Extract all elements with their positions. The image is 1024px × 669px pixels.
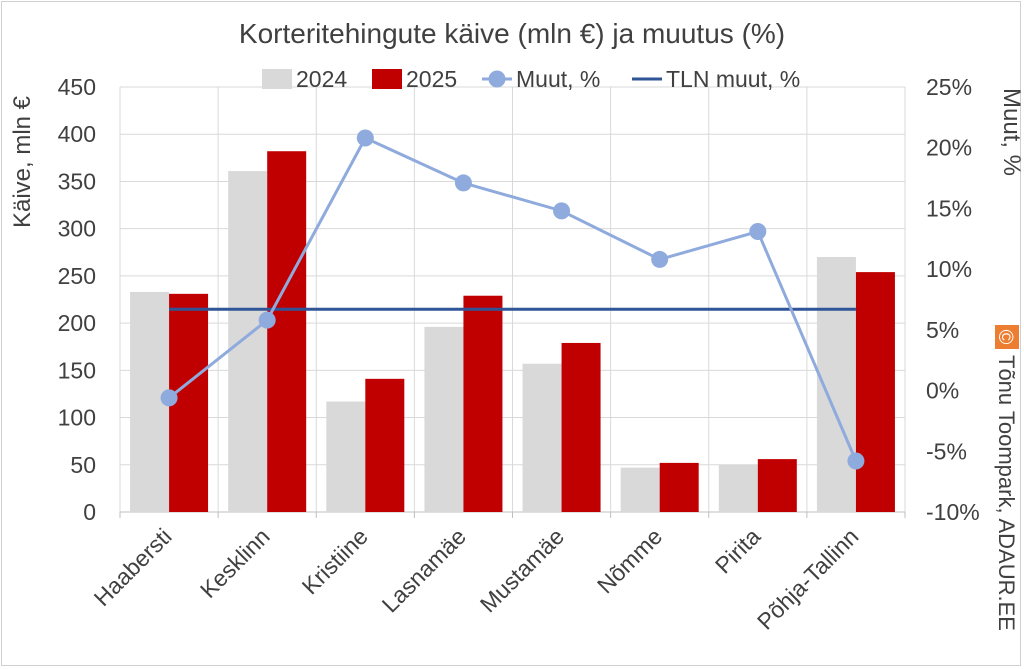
bar-2025 [365,378,405,512]
y-tick-label: 400 [58,121,96,147]
x-tick-label: Kesklinn [195,523,275,603]
y2-axis-title: Muut, % [998,88,1024,176]
watermark-copyright-symbol: © [994,330,1016,345]
point-muut [749,223,767,240]
y-tick-label: 150 [58,357,96,383]
watermark-copyright-box [995,325,1019,349]
point-muut [847,452,865,470]
y-tick-label: 350 [58,168,96,194]
point-muut [553,202,571,220]
legend-swatch-2024 [262,69,292,89]
x-tick-label: Kristiine [297,523,373,599]
y-tick-label: 200 [58,310,96,336]
bar-2025 [267,151,307,512]
bar-2025 [561,342,601,512]
bar-2024 [228,171,268,513]
x-tick-label: Nõmme [592,523,667,598]
x-tick-label: Lasnamäe [377,523,471,617]
bar-2025 [463,295,503,512]
y2-tick-label: 15% [926,195,972,221]
bar-2024 [326,401,366,512]
y2-tick-label: -5% [926,438,967,464]
y2-tick-label: 0% [926,378,959,404]
bar-2025 [659,462,699,512]
y-tick-label: 50 [70,452,96,478]
bar-2024 [522,363,562,512]
y2-tick-label: 10% [926,256,972,282]
legend: 2024 2025 Muut, % TLN muut, % [262,66,800,92]
y2-tick-label: 20% [926,135,972,161]
bar-2024 [718,464,758,512]
point-muut [160,389,178,407]
y2-tick-label: 25% [926,74,972,100]
line-muut [168,136,858,462]
chart-title: Korteritehingute käive (mln €) ja muutus… [239,18,785,49]
x-tick-label: Pirita [710,523,766,579]
bar-2025 [855,272,895,512]
y-tick-label: 450 [58,74,96,100]
legend-label-tln: TLN muut, % [666,66,800,92]
watermark: © Tõnu Toompark, ADAUR.EE [994,325,1019,631]
x-tick-label: Mustamäe [475,523,569,617]
legend-swatch-2025 [372,69,402,89]
legend-label-muut: Muut, % [516,66,600,92]
y2-tick-label: -10% [926,499,980,525]
y-axis-title: Käive, mln € [9,95,36,228]
x-tick-label: Põhja-Tallinn [752,523,864,635]
bar-2024 [424,326,464,512]
y-tick-label: 0 [83,499,96,525]
bar-2025 [757,459,797,512]
legend-marker-muut [488,70,506,88]
bar-2024 [620,467,660,512]
y-tick-label: 100 [58,405,96,431]
legend-label-2024: 2024 [296,66,347,92]
point-muut [258,311,276,329]
point-muut [651,250,669,268]
point-muut [454,174,472,192]
x-tick-label: Haabersti [89,523,177,611]
point-muut [356,129,374,147]
y-tick-label: 300 [58,216,96,242]
y2-tick-label: 5% [926,317,959,343]
legend-label-2025: 2025 [406,66,457,92]
watermark-text: Tõnu Toompark, ADAUR.EE [994,355,1019,631]
y-tick-label: 250 [58,263,96,289]
